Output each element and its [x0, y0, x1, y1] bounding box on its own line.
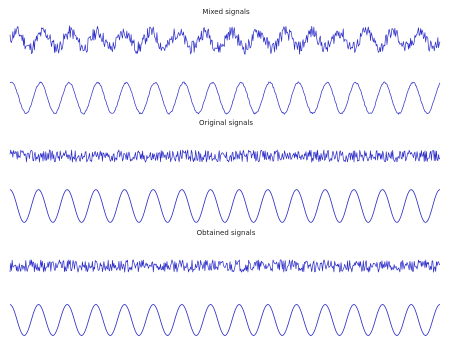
- original-signal-1-line: [9, 149, 441, 163]
- obtained-signal-2-line: [9, 304, 441, 336]
- mixed-signal-1-line: [9, 25, 441, 55]
- title-original-signals: Original signals: [198, 119, 254, 127]
- title-mixed-signals: Mixed signals: [201, 8, 251, 16]
- original-signal-2-line: [9, 189, 441, 223]
- obtained-signal-1-line: [9, 259, 441, 273]
- mixed-signal-2-line: [9, 81, 441, 115]
- title-obtained-signals: Obtained signals: [195, 229, 257, 237]
